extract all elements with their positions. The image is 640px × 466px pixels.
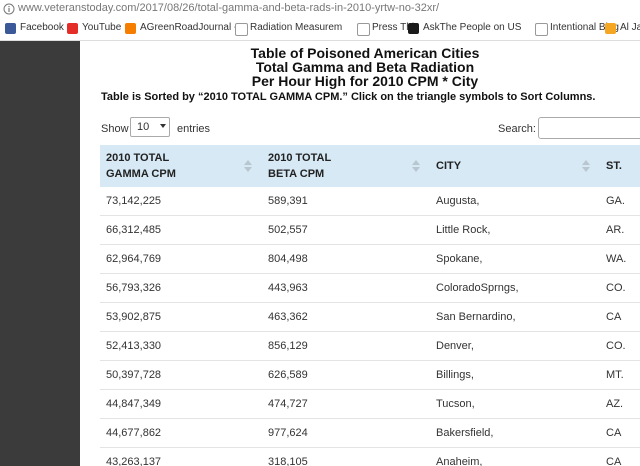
table-cell: 318,105 xyxy=(262,447,430,466)
title-line: Table of Poisoned American Cities xyxy=(250,45,480,61)
column-header-text: CITY xyxy=(436,160,462,172)
table-cell: CA xyxy=(600,447,640,466)
table-cell: CA xyxy=(600,418,640,448)
table-cell: 53,902,875 xyxy=(100,302,262,332)
table-cell: 44,677,862 xyxy=(100,418,262,448)
bookmark[interactable]: Facebook xyxy=(20,22,64,33)
table-cell: GA. xyxy=(600,187,640,216)
table-cell: Denver, xyxy=(430,331,600,361)
table-cell: AZ. xyxy=(600,389,640,419)
sidebar xyxy=(0,41,80,466)
table-cell: Bakersfield, xyxy=(430,418,600,448)
table-cell: 626,589 xyxy=(262,360,430,390)
bookmark[interactable]: Press This xyxy=(372,22,420,33)
table-cell: Tucson, xyxy=(430,389,600,419)
table-cell: 73,142,225 xyxy=(100,187,262,216)
note: Table is Sorted by “2010 TOTAL GAMMA CPM… xyxy=(101,91,596,103)
bookmark-icon xyxy=(235,23,248,36)
bookmark-icon xyxy=(357,23,370,36)
page-content: Table of Poisoned American Cities Total … xyxy=(80,41,640,466)
column-header[interactable]: ST. xyxy=(600,145,640,187)
table-cell: Little Rock, xyxy=(430,215,600,245)
sort-icon[interactable] xyxy=(244,160,252,172)
table-row: 44,677,862 977,624 Bakersfield, CA xyxy=(100,418,640,448)
data-table: 2010 TOTAL GAMMA CPM 2010 TOTAL BETA CPM C… xyxy=(100,145,640,466)
bookmarks-bar: Facebook YouTube AGreenRoadJournal - Radiat… xyxy=(0,18,640,41)
search-label: Search: xyxy=(498,123,536,135)
table-cell: Spokane, xyxy=(430,244,600,274)
table-row: 56,793,326 443,963 ColoradoSprngs, CO. xyxy=(100,273,640,303)
table-cell: AR. xyxy=(600,215,640,245)
table-cell: Billings, xyxy=(430,360,600,390)
title-line: Per Hour High for 2010 CPM * City xyxy=(251,73,479,89)
bookmark-icon xyxy=(67,23,78,34)
column-header[interactable]: CITY xyxy=(430,145,600,187)
column-header-text: 2010 TOTAL BETA CPM xyxy=(268,152,331,180)
select-arrow xyxy=(160,124,166,128)
bookmark[interactable]: Intentional Blog xyxy=(550,22,619,33)
bookmark[interactable]: YouTube xyxy=(82,22,122,33)
address-bar[interactable]: www.veteranstoday.com/2017/08/26/total-g… xyxy=(0,0,640,18)
table-cell: 589,391 xyxy=(262,187,430,216)
table-cell: 474,727 xyxy=(262,389,430,419)
bookmark-icon xyxy=(125,23,136,34)
bookmark-icon xyxy=(535,23,548,36)
table-cell: CO. xyxy=(600,331,640,361)
bookmark-icon xyxy=(408,23,419,34)
table-row: 73,142,225 589,391 Augusta, GA. xyxy=(100,187,640,216)
bookmark[interactable]: Radiation Measurem xyxy=(250,22,343,33)
bookmark-icon xyxy=(5,23,16,34)
table-cell: CO. xyxy=(600,273,640,303)
table-cell: ColoradoSprngs, xyxy=(430,273,600,303)
table-cell: 443,963 xyxy=(262,273,430,303)
table-cell: CA xyxy=(600,302,640,332)
table-row: 43,263,137 318,105 Anaheim, CA xyxy=(100,447,640,466)
column-header[interactable]: 2010 TOTAL GAMMA CPM xyxy=(100,145,262,187)
bookmark[interactable]: Al Jaz xyxy=(620,22,640,33)
title-line: Total Gamma and Beta Radiation xyxy=(255,59,475,75)
table-cell: 50,397,728 xyxy=(100,360,262,390)
sort-icon[interactable] xyxy=(412,160,420,172)
table-row: 53,902,875 463,362 San Bernardino, CA xyxy=(100,302,640,332)
bookmark[interactable]: AskThe People on US xyxy=(423,22,522,33)
table-cell: 52,413,330 xyxy=(100,331,262,361)
table-cell: San Bernardino, xyxy=(430,302,600,332)
table-cell: 62,964,769 xyxy=(100,244,262,274)
table-cell: 856,129 xyxy=(262,331,430,361)
table-row: 44,847,349 474,727 Tucson, AZ. xyxy=(100,389,640,419)
table-row: 66,312,485 502,557 Little Rock, AR. xyxy=(100,215,640,245)
table-cell: 804,498 xyxy=(262,244,430,274)
table-cell: 502,557 xyxy=(262,215,430,245)
table-cell: 463,362 xyxy=(262,302,430,332)
entries-label: entries xyxy=(177,123,211,135)
table-row: 52,413,330 856,129 Denver, CO. xyxy=(100,331,640,361)
table-row: 50,397,728 626,589 Billings, MT. xyxy=(100,360,640,390)
table-cell: 977,624 xyxy=(262,418,430,448)
search-input[interactable] xyxy=(538,117,640,139)
table-cell: 66,312,485 xyxy=(100,215,262,245)
table-cell: 56,793,326 xyxy=(100,273,262,303)
table-cell: Augusta, xyxy=(430,187,600,216)
bookmark-icon xyxy=(605,23,616,34)
table-cell: Anaheim, xyxy=(430,447,600,466)
bookmark[interactable]: AGreenRoadJournal - xyxy=(140,22,238,33)
column-header-text: 2010 TOTAL GAMMA CPM xyxy=(106,152,176,180)
table-cell: WA. xyxy=(600,244,640,274)
info-icon xyxy=(3,3,15,15)
table-cell: 44,847,349 xyxy=(100,389,262,419)
entries-select[interactable]: 10 xyxy=(130,117,170,137)
column-header[interactable]: 2010 TOTAL BETA CPM xyxy=(262,145,430,187)
table-cell: MT. xyxy=(600,360,640,390)
show-label: Show xyxy=(101,123,129,135)
table-row: 62,964,769 804,498 Spokane, WA. xyxy=(100,244,640,274)
sort-icon[interactable] xyxy=(582,160,590,172)
url[interactable]: www.veteranstoday.com/2017/08/26/total-g… xyxy=(18,2,440,14)
table-cell: 43,263,137 xyxy=(100,447,262,466)
column-header-text: ST. xyxy=(606,160,622,172)
